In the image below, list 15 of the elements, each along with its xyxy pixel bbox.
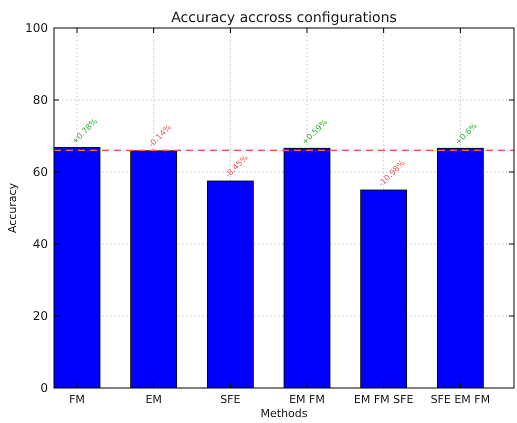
y-tick-label: 0 [40, 381, 48, 396]
x-tick-label: FM [69, 393, 85, 406]
chart-title: Accuracy accross configurations [171, 10, 397, 26]
y-tick-label: 80 [32, 93, 48, 108]
x-tick-label: EM FM [289, 393, 325, 406]
x-tick-label: EM [145, 393, 162, 406]
y-tick-label: 60 [32, 165, 48, 180]
y-axis-title: Accuracy [6, 182, 19, 234]
x-tick-label: SFE EM FM [430, 393, 490, 406]
x-axis-title: Methods [260, 407, 308, 420]
x-tick-label: EM FM SFE [354, 393, 414, 406]
y-tick-label: 40 [32, 237, 48, 252]
y-tick-label: 100 [25, 21, 48, 36]
x-tick-label: SFE [220, 393, 241, 406]
y-tick-label: 20 [32, 309, 48, 324]
